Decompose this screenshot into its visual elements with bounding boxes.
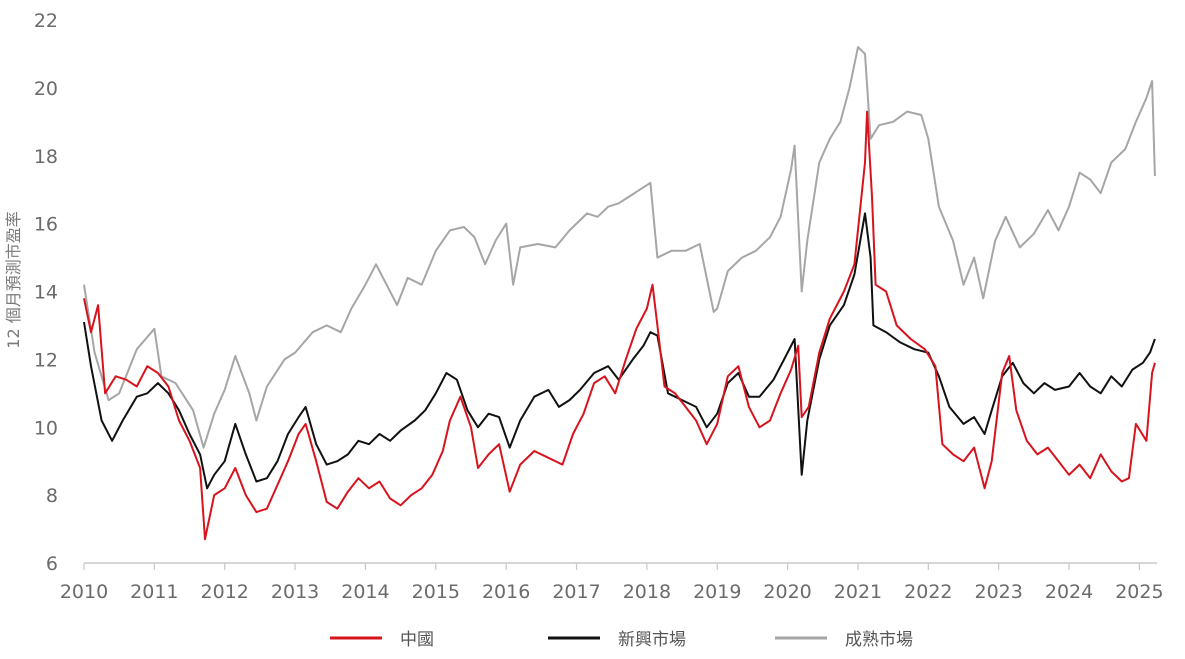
x-tick-label: 2023 [975, 581, 1023, 603]
y-tick-label: 12 [34, 349, 58, 371]
x-tick-label: 2015 [412, 581, 460, 603]
x-tick-label: 2017 [552, 581, 600, 603]
x-tick-label: 2013 [271, 581, 319, 603]
x-tick-label: 2021 [834, 581, 882, 603]
legend: 中國 新興市場 成熟市場 [330, 629, 913, 650]
y-tick-label: 20 [34, 78, 58, 100]
x-tick-label: 2018 [623, 581, 671, 603]
x-tick-label: 2011 [130, 581, 178, 603]
x-tick-label: 2022 [904, 581, 952, 603]
x-tick-label: 2016 [482, 581, 530, 603]
y-tick-label: 18 [34, 146, 58, 168]
series-line-2 [83, 110, 1156, 541]
y-tick-label: 6 [46, 553, 58, 575]
x-tick-label: 2010 [60, 581, 108, 603]
legend-label: 中國 [400, 630, 434, 650]
series-line-0 [83, 46, 1156, 449]
x-tick-label: 2019 [693, 581, 741, 603]
series-lines [83, 46, 1156, 541]
x-tick-label: 2014 [341, 581, 389, 603]
series-line-1 [83, 212, 1156, 490]
y-tick-label: 16 [34, 214, 58, 236]
x-tick-label: 2012 [201, 581, 249, 603]
x-tick-label: 2020 [763, 581, 811, 603]
x-tick-label: 2024 [1045, 581, 1093, 603]
y-tick-label: 14 [34, 282, 58, 304]
x-tick-label: 2025 [1115, 581, 1163, 603]
y-axis-label: 12 個月預測市盈率 [4, 211, 23, 348]
y-tick-label: 22 [34, 10, 58, 32]
y-tick-label: 10 [34, 417, 58, 439]
legend-label: 新興市場 [618, 630, 686, 650]
y-tick-label: 8 [46, 485, 58, 507]
x-axis: 2010 2011 2012 2013 2014 2015 2016 2017 2018 2019… [60, 562, 1164, 603]
legend-label: 成熟市場 [845, 629, 913, 650]
y-axis-ticks: 6 8 10 12 14 16 18 20 22 [34, 10, 58, 575]
